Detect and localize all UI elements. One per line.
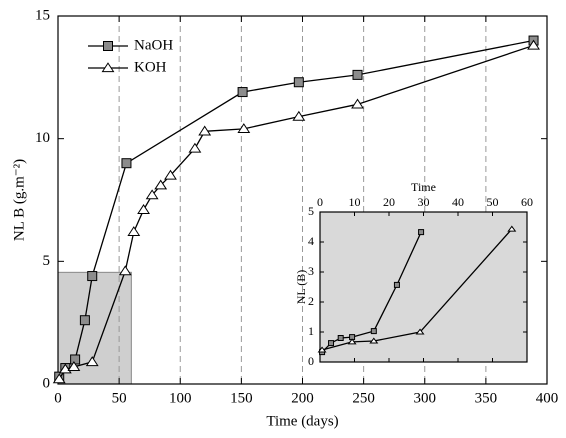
data-point (188, 142, 202, 153)
y-tick-label: 5 (308, 204, 314, 218)
y-tick-label: 15 (35, 7, 50, 23)
data-point (352, 69, 363, 80)
series-line (58, 44, 534, 380)
legend-label: NaOH (134, 37, 173, 53)
x-tick-label: 50 (487, 195, 499, 209)
data-point (79, 315, 90, 326)
y-tick-label: 10 (35, 130, 50, 146)
x-tick-label: 0 (54, 390, 62, 406)
x-tick-label: 10 (349, 195, 361, 209)
x-tick-label: 300 (414, 390, 437, 406)
x-axis-label: Time (411, 180, 436, 194)
data-point (415, 328, 425, 335)
x-tick-label: 350 (475, 390, 498, 406)
y-tick-label: 1 (308, 324, 314, 338)
data-point (347, 338, 357, 345)
plot-frame (319, 211, 528, 363)
y-tick-label: 4 (308, 234, 314, 248)
inset-plot: 0 10 20 30 40 50 60 0 1 2 3 4 5 Time NL (B) (294, 180, 533, 368)
data-point (370, 328, 377, 335)
x-tick-label: 250 (352, 390, 375, 406)
x-axis-label: Time (days) (266, 413, 338, 429)
data-point (337, 335, 344, 341)
y-tick-label: 5 (43, 253, 51, 269)
data-point (351, 98, 364, 109)
x-tick-label: 400 (536, 390, 559, 406)
x-tick-label: 150 (230, 390, 253, 406)
data-point (154, 179, 168, 190)
y-tick-label: 3 (308, 264, 314, 278)
data-point (237, 87, 248, 98)
data-point (198, 125, 212, 136)
x-tick-label: 200 (291, 390, 314, 406)
y-axis-label: NL (B) (294, 270, 308, 305)
data-point (527, 39, 540, 50)
data-point (85, 356, 99, 367)
x-tick-label: 100 (169, 390, 192, 406)
x-tick-label: 20 (383, 195, 395, 209)
data-point (164, 169, 177, 180)
data-point (317, 346, 327, 353)
data-point (369, 337, 379, 344)
data-point (118, 265, 132, 276)
y-tick-label: 2 (308, 294, 314, 308)
data-point (237, 123, 251, 133)
data-point (418, 229, 425, 236)
data-point (145, 189, 159, 200)
data-point (52, 373, 66, 384)
y-tick-label: 0 (43, 375, 51, 391)
x-tick-label: 60 (521, 195, 533, 209)
data-point (292, 110, 306, 121)
y-axis-label: NL B (g.m⁻²) (11, 159, 27, 241)
data-point (127, 226, 141, 237)
data-point (393, 281, 400, 288)
data-point (137, 204, 150, 214)
legend-marker (101, 62, 115, 73)
data-point (121, 158, 132, 169)
data-point (67, 361, 81, 371)
data-point (70, 354, 81, 365)
x-tick-label: 40 (452, 195, 464, 209)
plot-frame (57, 15, 548, 385)
x-tick-label: 0 (317, 195, 323, 209)
data-point (87, 271, 98, 282)
data-point (293, 77, 304, 88)
y-tick-label: 0 (308, 354, 314, 368)
x-tick-label: 30 (418, 195, 430, 209)
data-point (507, 225, 517, 232)
legend-label: KOH (134, 59, 167, 75)
x-tick-label: 50 (112, 390, 127, 406)
data-point (328, 340, 335, 347)
legend-marker (103, 41, 113, 51)
